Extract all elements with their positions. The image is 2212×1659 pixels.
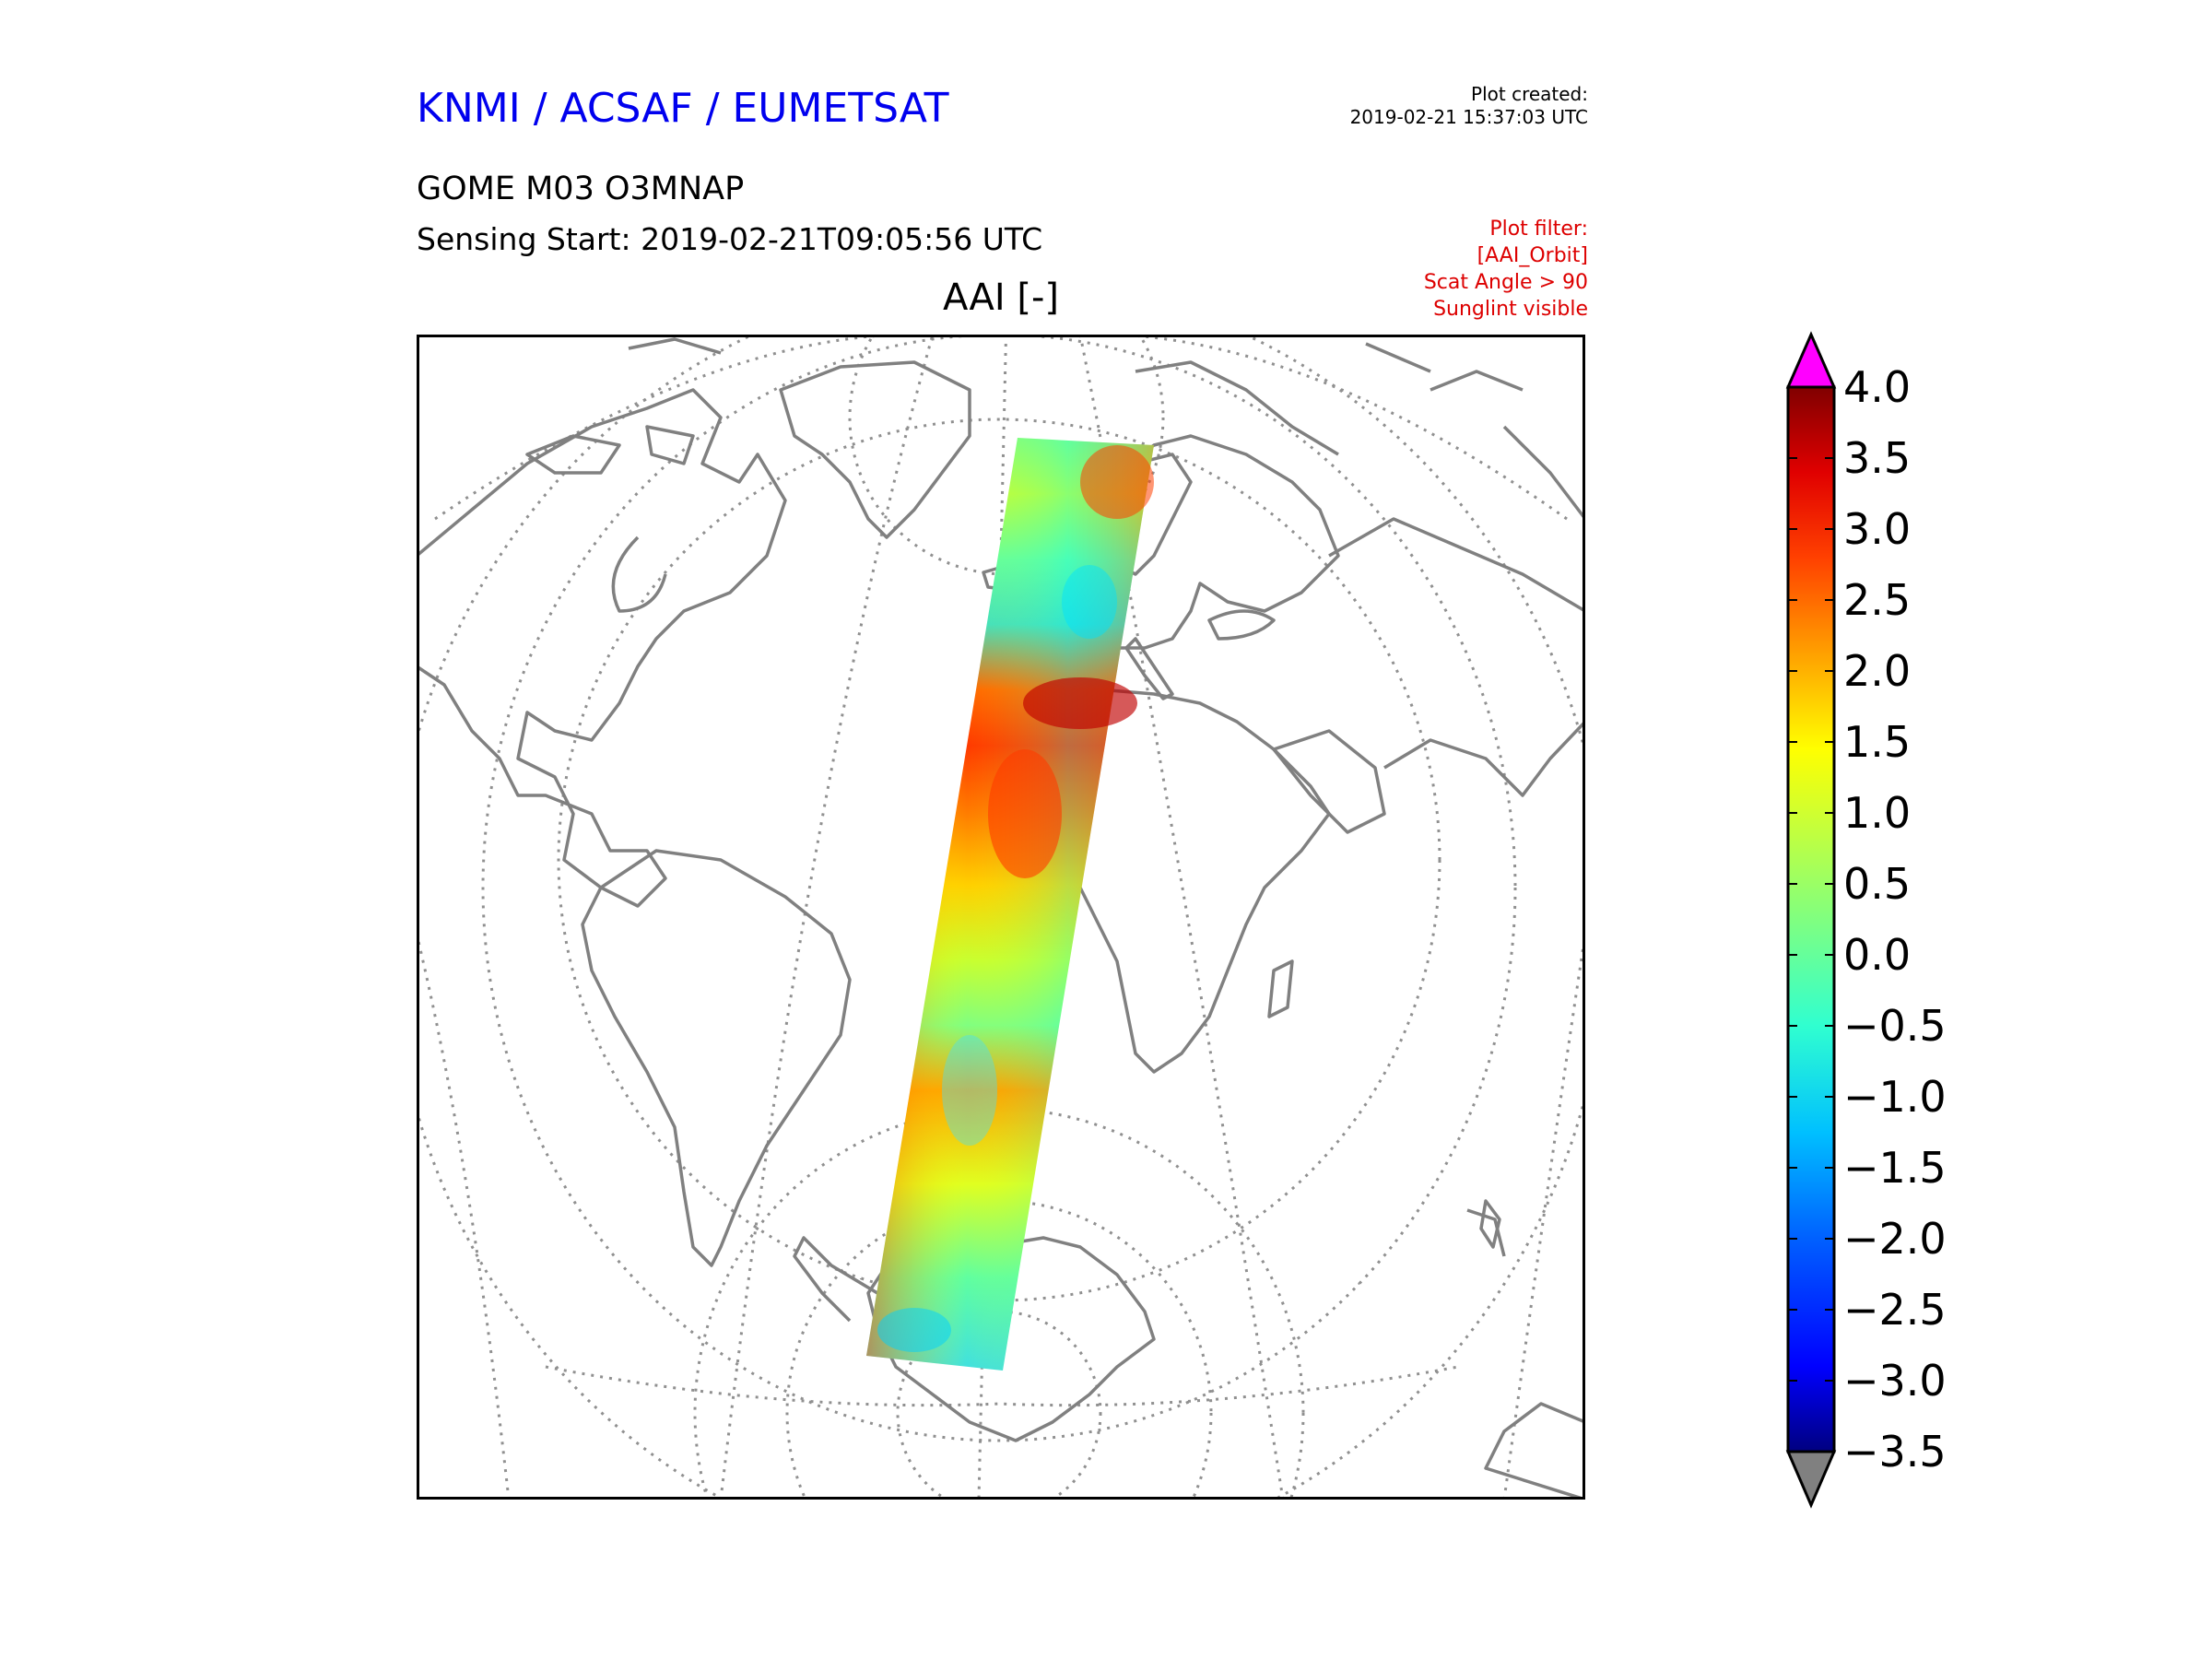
colorbar-tick-label: 2.5 [1843, 575, 1911, 625]
graticule-north-circle [848, 335, 1165, 576]
map-frame [417, 335, 1585, 1500]
coastline-antarctica [866, 1236, 1156, 1442]
colorbar-tick-label: −3.0 [1843, 1356, 1947, 1406]
colorbar-tick-label: 3.0 [1843, 504, 1911, 554]
graticule-polar-circle [693, 1107, 1305, 1500]
colorbar-tick-label: 0.0 [1843, 930, 1911, 980]
colorbar-gradient [1786, 385, 1836, 1453]
colorbar-tick-label: 1.5 [1843, 717, 1911, 767]
swath-high-aai-saharan-dust [1023, 677, 1137, 729]
swath-high-aai-scandinavia [1080, 445, 1154, 519]
coastline-north-america [417, 388, 787, 908]
graticule-meridian [1116, 335, 1568, 521]
filter-line: Plot filter: [1489, 218, 1588, 241]
colorbar-tick-label: −2.5 [1843, 1285, 1947, 1335]
sensing-start: Sensing Start: 2019-02-21T09:05:56 UTC [417, 221, 1043, 257]
organization-title: KNMI / ACSAF / EUMETSAT [417, 85, 949, 132]
graticule-polar-circle [896, 1310, 1102, 1500]
colorbar-tick-label: −1.0 [1843, 1072, 1947, 1122]
coastline-antarctic-peninsula [793, 1236, 878, 1323]
plot-created-label: Plot created: [1471, 83, 1588, 105]
graticule-polar-circle [785, 1199, 1213, 1500]
aai-swath [866, 438, 1154, 1371]
coastline-arabia [1272, 729, 1386, 834]
colorbar-tick-label: −2.0 [1843, 1214, 1947, 1264]
swath-low-aai-antarctic [877, 1308, 951, 1352]
coastline-italy [1124, 637, 1174, 700]
plot-created-value: 2019-02-21 15:37:03 UTC [1349, 106, 1588, 128]
colorbar-tick-label: 0.5 [1843, 859, 1911, 909]
filter-line: [AAI_Orbit] [1477, 244, 1588, 267]
swath-low-aai-south-atlantic [942, 1035, 997, 1146]
coastline-greenland [779, 360, 971, 539]
map-title: AAI [-] [943, 276, 1059, 319]
colorbar-tick-label: −0.5 [1843, 1001, 1947, 1051]
colorbar-tick-label: 3.5 [1843, 433, 1911, 483]
coastline-canada-islands [525, 425, 695, 475]
coastline-madagascar [1267, 959, 1294, 1018]
coastline-new-zealand [1479, 1199, 1501, 1249]
colorbar-ticks: 4.0 3.5 3.0 2.5 2.0 1.5 1.0 0.5 0.0 −0.5 −1.0 −1.5 −… [1788, 362, 1947, 1477]
colorbar-over-extension [1785, 331, 1837, 389]
coastline-asia [1328, 370, 1585, 797]
graticule-meridian [417, 933, 511, 1500]
colorbar: 4.0 3.5 3.0 2.5 2.0 1.5 1.0 0.5 0.0 −0.5 −1.0 −1.5 −… [1785, 331, 1947, 1509]
colorbar-tick-label: 2.0 [1843, 646, 1911, 696]
graticule-meridian [545, 1365, 1459, 1407]
colorbar-tick-label: −1.5 [1843, 1143, 1947, 1193]
coastline-australia-edge [1466, 1208, 1585, 1500]
colorbar-under-extension [1785, 1450, 1837, 1509]
swath-high-aai-west-africa [988, 749, 1062, 878]
coastline-arctic-north [628, 337, 1431, 456]
coastline-hudson-bay [611, 535, 667, 613]
coastline-south-america [581, 849, 852, 1267]
colorbar-tick-label: −3.5 [1843, 1427, 1947, 1477]
filter-line: Scat Angle > 90 [1423, 271, 1588, 294]
product-title: GOME M03 O3MNAP [417, 171, 745, 207]
filter-line: Sunglint visible [1433, 298, 1588, 321]
colorbar-tick-label: 4.0 [1843, 362, 1911, 412]
swath-band-texture [866, 438, 1154, 1371]
coastline-black-sea [1207, 609, 1276, 641]
colorbar-tick-label: 1.0 [1843, 788, 1911, 838]
plot-filter: Plot filter: [AAI_Orbit] Scat Angle > 90… [1424, 216, 1588, 323]
coastlines [417, 337, 1585, 1500]
plot-created-info: Plot created: 2019-02-21 15:37:03 UTC [1350, 83, 1588, 129]
graticule-meridian [1502, 933, 1585, 1500]
swath-low-aai-europe [1062, 565, 1117, 639]
graticule-parallel [481, 335, 1517, 1442]
graticule-meridian [719, 335, 935, 1500]
map-panel [417, 335, 1585, 1500]
graticule-meridian [434, 335, 897, 521]
